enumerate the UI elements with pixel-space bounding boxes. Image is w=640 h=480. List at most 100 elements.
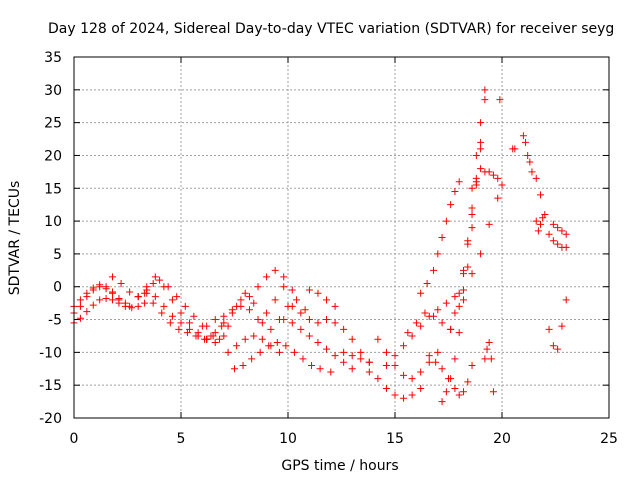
data-point [143,283,151,291]
x-tick-label: 10 [279,431,297,447]
data-point [134,302,142,310]
data-point [177,309,185,317]
series-arc-03 [70,281,129,310]
data-point [288,286,296,294]
data-point [241,335,249,343]
data-point [316,365,324,373]
data-point [391,352,399,360]
data-point [391,361,399,369]
data-point [447,201,455,209]
data-point [365,368,373,376]
data-point [468,184,476,192]
series-arc-09 [203,283,288,343]
data-point [558,227,566,235]
data-point [400,394,408,402]
y-tick-label: 10 [44,214,62,230]
data-point [327,368,335,376]
data-point [434,250,442,258]
data-point [539,214,547,222]
data-point [348,352,356,360]
data-point [451,188,459,196]
data-point [485,220,493,228]
data-point [468,361,476,369]
data-point [331,319,339,327]
series-arc-21 [417,178,463,297]
data-point [438,319,446,327]
data-point [459,388,467,396]
data-point [459,296,467,304]
data-point [134,293,142,301]
data-point [451,384,459,392]
data-point [76,314,84,322]
data-point [391,391,399,399]
data-point [340,358,348,366]
data-point [468,204,476,212]
data-point [554,240,562,248]
data-point [442,388,450,396]
data-point [267,325,275,333]
data-point [438,234,446,241]
data-point [519,132,527,140]
data-point [400,371,408,379]
data-point [477,165,485,173]
data-point [282,342,290,350]
data-point [102,295,110,303]
y-tick-label: -20 [39,411,62,427]
data-point [447,375,455,383]
data-point [549,220,557,228]
data-point [425,358,433,366]
data-point [228,306,236,314]
data-point [175,325,183,333]
x-tick-label: 25 [600,431,618,447]
data-point [323,296,331,304]
data-point [160,302,168,310]
data-point [216,335,224,343]
series-arc-19 [382,194,502,369]
y-tick-label: 5 [53,247,62,263]
data-point [288,302,296,310]
data-point [400,342,408,350]
data-point [340,325,348,333]
data-point [534,227,542,235]
data-point [141,289,149,297]
data-point [168,312,176,320]
data-point [273,339,281,347]
data-point [455,391,463,399]
data-point [297,325,305,333]
data-point [166,319,174,327]
data-point [220,332,228,340]
data-point [117,279,125,287]
data-point [455,178,463,186]
data-point [254,283,262,291]
data-point [417,384,425,392]
data-point [256,348,264,356]
data-point [483,345,491,353]
data-point [487,355,495,363]
data-point [477,138,485,146]
data-point [233,342,241,350]
data-point [141,299,149,307]
data-point [511,145,519,153]
data-point [485,339,493,347]
data-point [76,302,84,310]
data-point [183,329,191,337]
data-point [477,250,485,258]
series-arc-12 [231,339,335,376]
data-point [168,296,176,304]
data-point [451,293,459,301]
data-point [382,348,390,356]
data-point [549,237,557,245]
data-point [408,332,416,340]
data-point [194,332,202,340]
data-point [288,319,296,327]
chart-title: Day 128 of 2024, Sidereal Day-to-day VTE… [48,21,614,37]
data-point [305,332,313,340]
series-arc-16 [340,348,373,366]
data-point [421,309,429,317]
data-point [382,361,390,369]
data-point [224,322,232,330]
data-point [126,288,134,296]
data-point [528,168,536,176]
data-point [149,299,157,307]
data-point [408,391,416,399]
